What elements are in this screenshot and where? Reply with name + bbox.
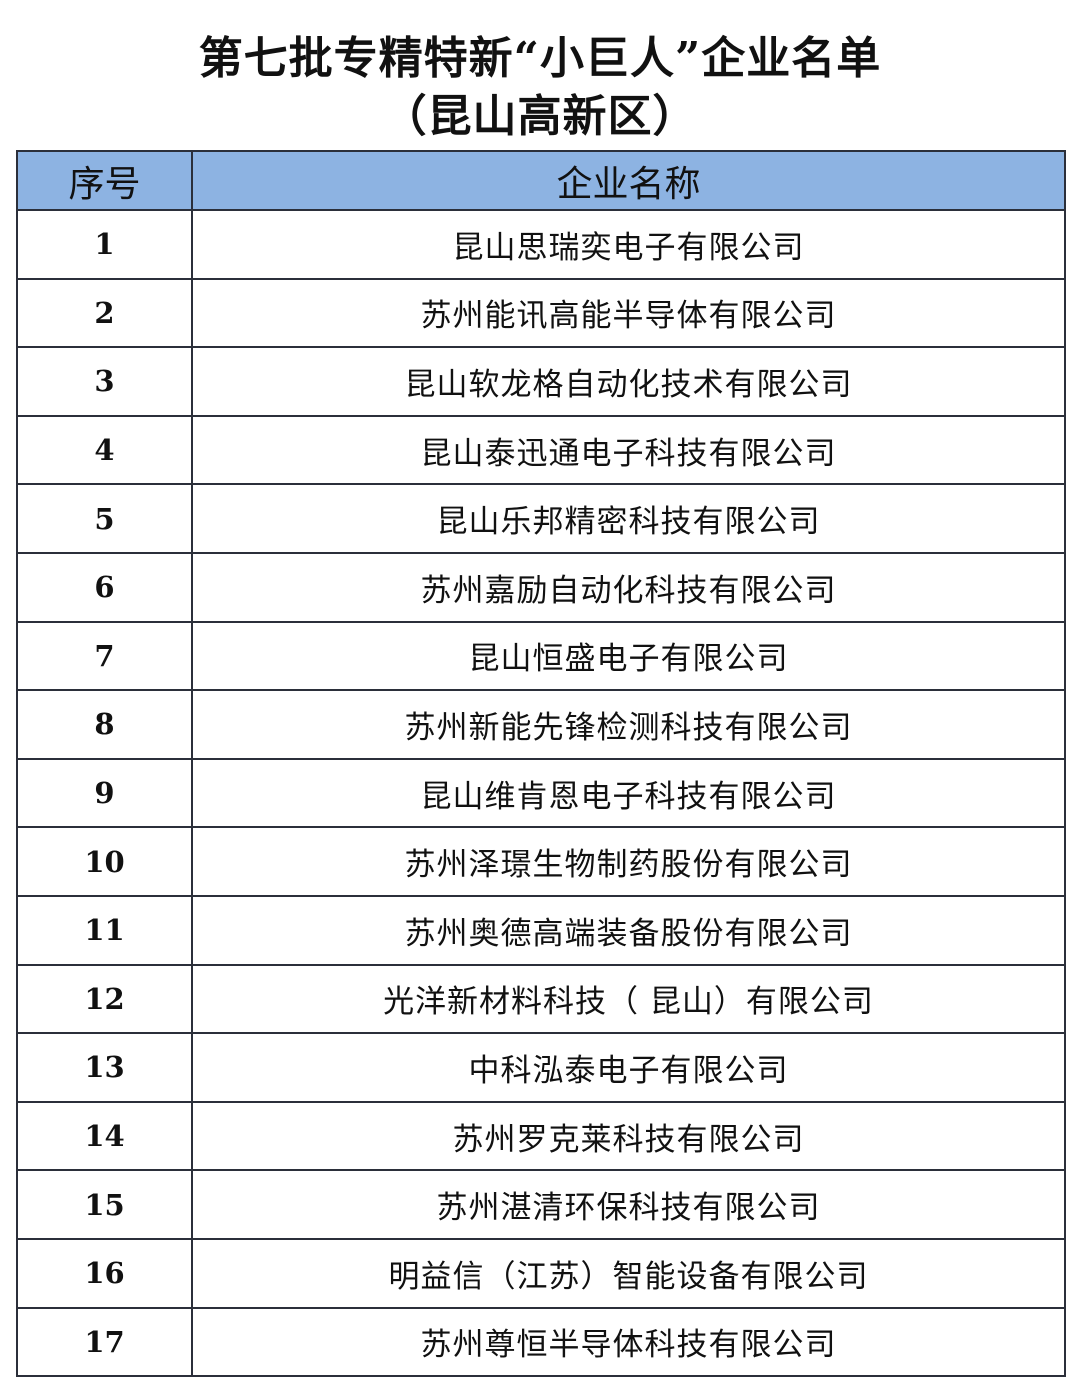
row-number: 16 [16, 1237, 193, 1309]
table-row: 16 明益信（江苏）智能设备有限公司 [16, 1237, 1066, 1309]
row-number: 9 [16, 757, 193, 829]
table-row: 10 苏州泽璟生物制药股份有限公司 [16, 826, 1066, 897]
company-name: 昆山泰迅通电子科技有限公司 [191, 414, 1066, 486]
company-name: 苏州奥德高端装备股份有限公司 [191, 894, 1066, 966]
company-name: 昆山恒盛电子有限公司 [191, 620, 1066, 692]
table-row: 4 昆山泰迅通电子科技有限公司 [16, 414, 1066, 486]
company-name: 苏州能讯高能半导体有限公司 [191, 277, 1066, 349]
table-row: 1 昆山思瑞奕电子有限公司 [16, 209, 1066, 280]
table-row: 7 昆山恒盛电子有限公司 [16, 620, 1066, 692]
table-row: 2 苏州能讯高能半导体有限公司 [16, 277, 1066, 349]
row-number: 8 [16, 689, 193, 760]
row-number: 10 [16, 826, 193, 897]
company-name: 光洋新材料科技（ 昆山）有限公司 [191, 963, 1066, 1035]
company-name: 苏州嘉励自动化科技有限公司 [191, 551, 1066, 623]
header-company-name: 企业名称 [191, 150, 1066, 211]
company-name: 苏州新能先锋检测科技有限公司 [191, 689, 1066, 760]
table-row: 12 光洋新材料科技（ 昆山）有限公司 [16, 963, 1066, 1035]
company-name: 苏州湛清环保科技有限公司 [191, 1169, 1066, 1240]
row-number: 13 [16, 1032, 193, 1103]
table-header-row: 序号 企业名称 [16, 150, 1066, 211]
company-name: 中科泓泰电子有限公司 [191, 1032, 1066, 1103]
page-subtitle: （昆山高新区） [382, 91, 698, 142]
header-number: 序号 [16, 150, 193, 211]
company-name: 昆山软龙格自动化技术有限公司 [191, 346, 1066, 417]
row-number: 14 [16, 1100, 193, 1172]
company-name: 苏州泽璟生物制药股份有限公司 [191, 826, 1066, 897]
company-name: 昆山乐邦精密科技有限公司 [191, 483, 1066, 554]
table-row: 11 苏州奥德高端装备股份有限公司 [16, 894, 1066, 966]
table-row: 14 苏州罗克莱科技有限公司 [16, 1100, 1066, 1172]
company-name: 苏州罗克莱科技有限公司 [191, 1100, 1066, 1172]
row-number: 2 [16, 277, 193, 349]
row-number: 17 [16, 1306, 193, 1378]
table-row: 13 中科泓泰电子有限公司 [16, 1032, 1066, 1103]
row-number: 12 [16, 963, 193, 1035]
table-row: 15 苏州湛清环保科技有限公司 [16, 1169, 1066, 1240]
page-title: 第七批专精特新“小巨人”企业名单 [198, 33, 882, 84]
table-row: 9 昆山维肯恩电子科技有限公司 [16, 757, 1066, 829]
table-row: 17 苏州尊恒半导体科技有限公司 [16, 1306, 1066, 1378]
table-row: 3 昆山软龙格自动化技术有限公司 [16, 346, 1066, 417]
row-number: 15 [16, 1169, 193, 1240]
table-row: 8 苏州新能先锋检测科技有限公司 [16, 689, 1066, 760]
row-number: 11 [16, 894, 193, 966]
row-number: 5 [16, 483, 193, 554]
row-number: 4 [16, 414, 193, 486]
company-name: 苏州尊恒半导体科技有限公司 [191, 1306, 1066, 1378]
row-number: 1 [16, 209, 193, 280]
row-number: 6 [16, 551, 193, 623]
company-name: 明益信（江苏）智能设备有限公司 [191, 1237, 1066, 1309]
company-name: 昆山维肯恩电子科技有限公司 [191, 757, 1066, 829]
row-number: 7 [16, 620, 193, 692]
company-table: 序号 企业名称 1 昆山思瑞奕电子有限公司 2 苏州能讯高能半导体有限公司 3 昆山软龙格… [16, 150, 1066, 1378]
table-row: 5 昆山乐邦精密科技有限公司 [16, 483, 1066, 554]
table-row: 6 苏州嘉励自动化科技有限公司 [16, 551, 1066, 623]
row-number: 3 [16, 346, 193, 417]
company-name: 昆山思瑞奕电子有限公司 [191, 209, 1066, 280]
